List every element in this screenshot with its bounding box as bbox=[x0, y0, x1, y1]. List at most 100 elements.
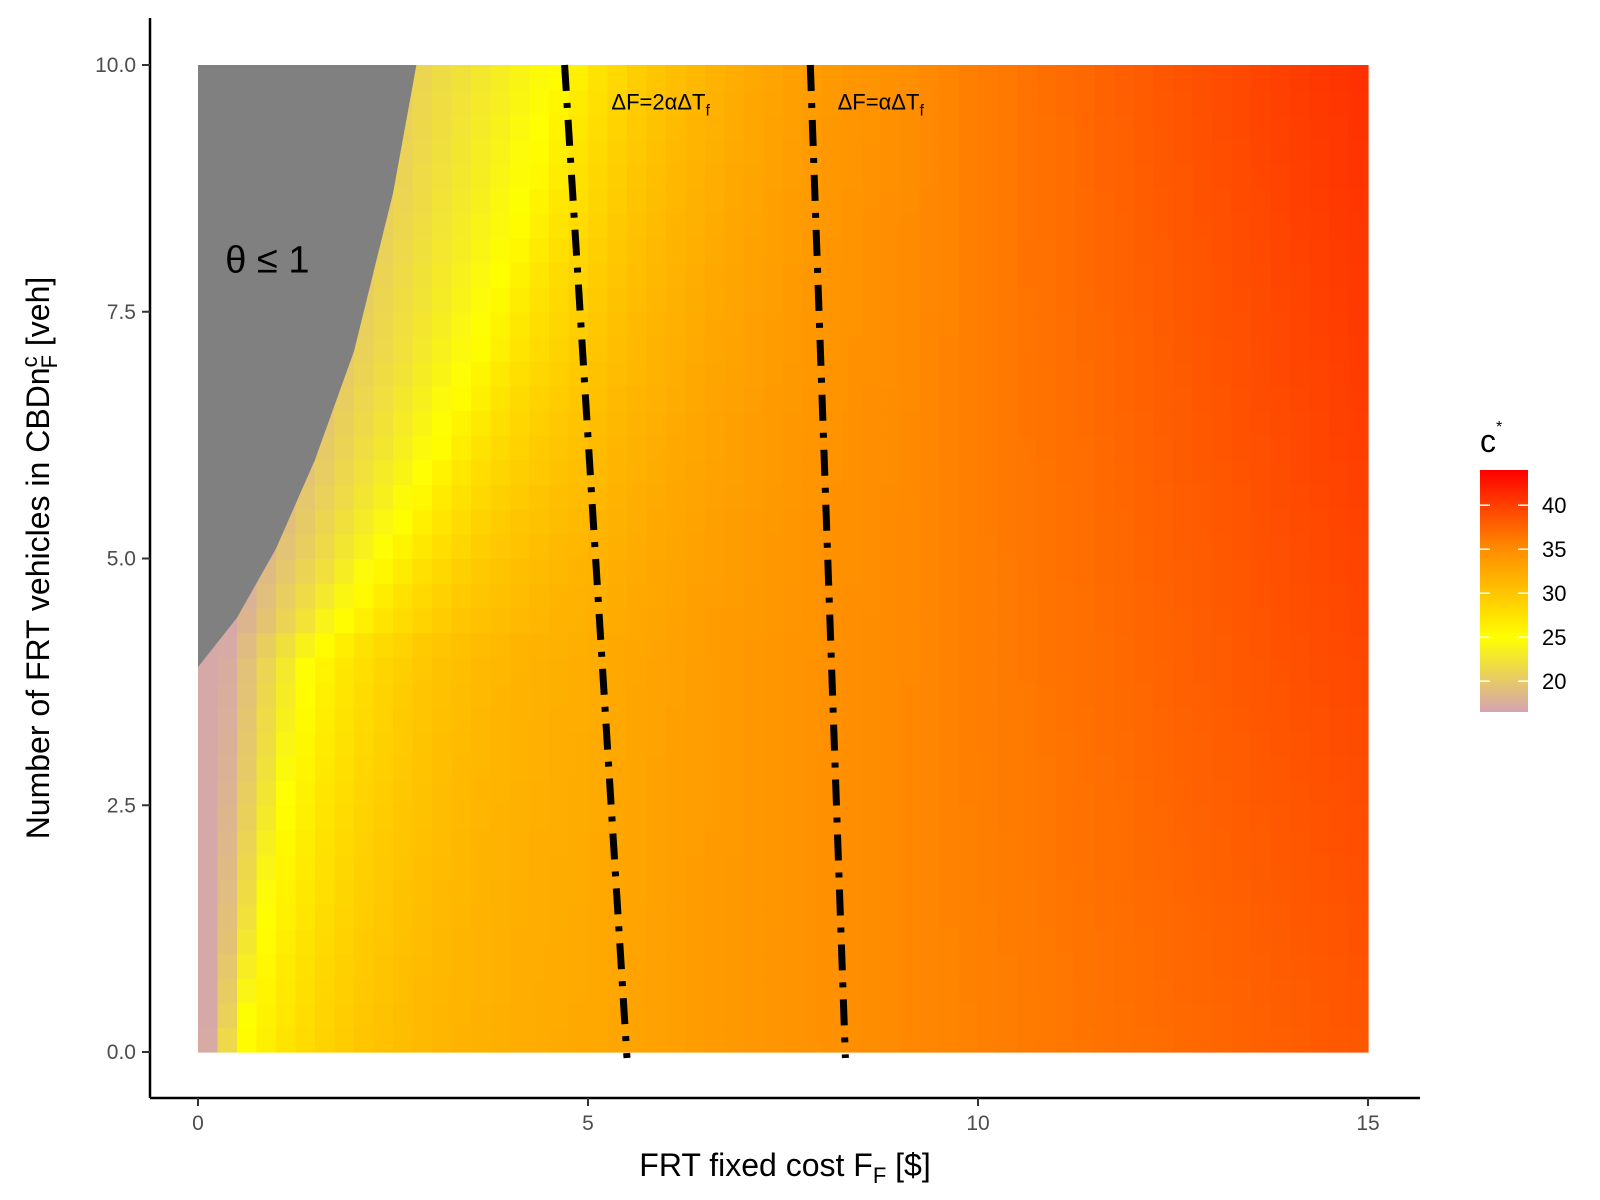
heatmap-cell bbox=[1348, 805, 1369, 831]
heatmap-cell bbox=[997, 435, 1018, 461]
heatmap-cell bbox=[412, 731, 433, 757]
heatmap-cell bbox=[373, 509, 394, 535]
heatmap-cell bbox=[900, 755, 921, 782]
heatmap-cell bbox=[861, 805, 882, 831]
heatmap-cell bbox=[783, 213, 804, 239]
heatmap-cell bbox=[822, 287, 843, 313]
heatmap-cell bbox=[393, 977, 414, 1004]
heatmap-cell bbox=[802, 731, 823, 757]
heatmap-cell bbox=[237, 953, 258, 979]
heatmap-cell bbox=[1192, 632, 1213, 658]
heatmap-cell bbox=[958, 928, 979, 954]
heatmap-cell bbox=[295, 558, 316, 584]
heatmap-cell bbox=[978, 583, 999, 609]
heatmap-cell bbox=[490, 139, 511, 165]
heatmap-cell bbox=[763, 583, 784, 609]
heatmap-cell bbox=[919, 89, 940, 115]
heatmap-cell bbox=[1017, 854, 1038, 880]
heatmap-cell bbox=[939, 459, 960, 486]
heatmap-cell bbox=[607, 114, 628, 140]
heatmap-cell bbox=[1153, 657, 1174, 683]
heatmap-cell bbox=[1075, 1002, 1096, 1028]
heatmap-cell bbox=[724, 632, 745, 658]
heatmap-cell bbox=[1153, 731, 1174, 757]
heatmap-cell bbox=[529, 410, 550, 436]
heatmap-cell bbox=[1309, 385, 1330, 412]
heatmap-cell bbox=[685, 583, 706, 609]
heatmap-cell bbox=[529, 287, 550, 313]
heatmap-cell bbox=[1212, 385, 1233, 412]
heatmap-cell bbox=[1153, 361, 1174, 387]
heatmap-cell bbox=[919, 509, 940, 535]
heatmap-cell bbox=[1192, 558, 1213, 584]
heatmap-cell bbox=[685, 977, 706, 1004]
heatmap-cell bbox=[763, 854, 784, 880]
heatmap-cell bbox=[627, 977, 648, 1004]
heatmap-cell bbox=[451, 361, 472, 387]
heatmap-cell bbox=[1348, 928, 1369, 954]
heatmap-cell bbox=[822, 805, 843, 831]
heatmap-cell bbox=[900, 237, 921, 263]
heatmap-cell bbox=[412, 435, 433, 461]
heatmap-cell bbox=[1036, 583, 1057, 609]
heatmap-cell bbox=[588, 262, 609, 288]
heatmap-cell bbox=[1309, 829, 1330, 856]
heatmap-cell bbox=[373, 632, 394, 658]
heatmap-cell bbox=[958, 632, 979, 658]
heatmap-cell bbox=[451, 706, 472, 732]
heatmap-cell bbox=[315, 681, 336, 708]
heatmap-cell bbox=[919, 558, 940, 584]
heatmap-cell bbox=[1329, 657, 1350, 683]
heatmap-cell bbox=[1329, 632, 1350, 658]
heatmap-cell bbox=[588, 928, 609, 954]
heatmap-cell bbox=[1075, 829, 1096, 856]
heatmap-cell bbox=[1173, 336, 1194, 362]
heatmap-cell bbox=[627, 780, 648, 806]
heatmap-cell bbox=[1017, 533, 1038, 560]
heatmap-cell bbox=[1056, 410, 1077, 436]
heatmap-cell bbox=[763, 1002, 784, 1028]
heatmap-cell bbox=[1212, 435, 1233, 461]
heatmap-cell bbox=[295, 681, 316, 708]
heatmap-cell bbox=[802, 854, 823, 880]
heatmap-cell bbox=[627, 237, 648, 263]
heatmap-cell bbox=[451, 410, 472, 436]
heatmap-cell bbox=[549, 829, 570, 856]
heatmap-cell bbox=[1153, 755, 1174, 782]
heatmap-cell bbox=[607, 607, 628, 634]
heatmap-cell bbox=[1056, 287, 1077, 313]
heatmap-cell bbox=[1329, 509, 1350, 535]
heatmap-cell bbox=[880, 163, 901, 189]
heatmap-cell bbox=[763, 607, 784, 634]
heatmap-cell bbox=[1134, 336, 1155, 362]
heatmap-cell bbox=[315, 706, 336, 732]
heatmap-cell bbox=[1309, 607, 1330, 634]
heatmap-cell bbox=[1075, 854, 1096, 880]
heatmap-cell bbox=[1192, 829, 1213, 856]
heatmap-cell bbox=[744, 89, 765, 115]
heatmap-cell bbox=[1212, 928, 1233, 954]
heatmap-cell bbox=[1290, 953, 1311, 979]
heatmap-cell bbox=[783, 583, 804, 609]
heatmap-cell bbox=[490, 262, 511, 288]
heatmap-cell bbox=[900, 903, 921, 930]
heatmap-cell bbox=[1114, 385, 1135, 412]
heatmap-cell bbox=[1290, 139, 1311, 165]
heatmap-cell bbox=[802, 558, 823, 584]
heatmap-cell bbox=[393, 681, 414, 708]
heatmap-cell bbox=[1114, 533, 1135, 560]
heatmap-cell bbox=[646, 706, 667, 732]
heatmap-cell bbox=[783, 163, 804, 189]
heatmap-cell bbox=[1134, 361, 1155, 387]
heatmap-cell bbox=[607, 163, 628, 189]
heatmap-cell bbox=[978, 509, 999, 535]
heatmap-cell bbox=[471, 188, 492, 214]
heatmap-cell bbox=[1290, 533, 1311, 560]
y-axis-title: Number of FRT vehicles in CBDncF [veh] bbox=[17, 277, 62, 840]
heatmap-cell bbox=[1153, 607, 1174, 634]
heatmap-cell bbox=[978, 928, 999, 954]
heatmap-cell bbox=[958, 558, 979, 584]
heatmap-cell bbox=[529, 65, 550, 91]
heatmap-cell bbox=[412, 829, 433, 856]
heatmap-cell bbox=[1309, 731, 1330, 757]
